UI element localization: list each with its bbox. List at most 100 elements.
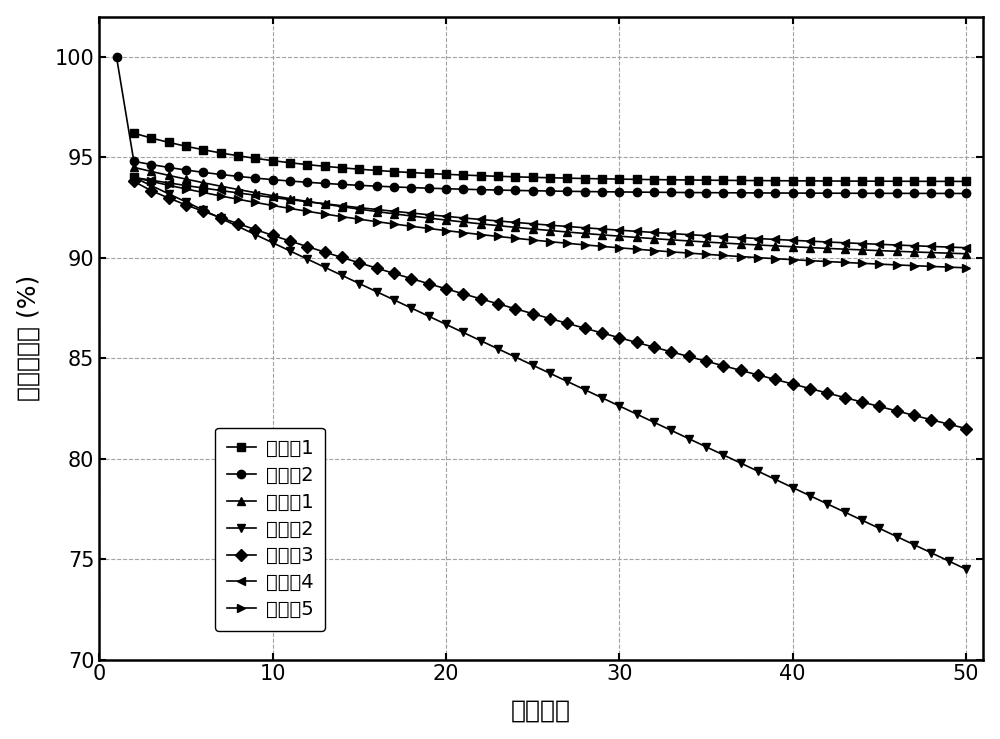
比较例3 <box>683 352 695 361</box>
比较例2 <box>631 409 643 418</box>
比较例4 <box>804 236 816 245</box>
比较例3 <box>457 290 469 299</box>
实施例1 <box>267 156 279 165</box>
比较例2 <box>353 279 365 288</box>
Line: 比较例4: 比较例4 <box>130 173 970 252</box>
比较例5 <box>215 191 227 200</box>
比较例4 <box>284 195 296 204</box>
比较例4 <box>405 208 417 217</box>
比较例5 <box>457 228 469 237</box>
比较例1 <box>665 236 677 245</box>
比较例1 <box>475 219 487 228</box>
实施例2 <box>163 163 175 172</box>
实施例1 <box>752 176 764 185</box>
比较例3 <box>163 194 175 202</box>
比较例3 <box>821 389 833 398</box>
比较例2 <box>769 475 781 484</box>
实施例1 <box>769 177 781 185</box>
实施例2 <box>665 188 677 197</box>
比较例3 <box>925 415 937 424</box>
比较例1 <box>388 209 400 218</box>
实施例1 <box>353 165 365 174</box>
实施例2 <box>319 179 331 188</box>
比较例2 <box>735 459 747 468</box>
实施例2 <box>648 188 660 197</box>
实施例1 <box>700 176 712 185</box>
比较例2 <box>457 328 469 337</box>
实施例2 <box>423 184 435 193</box>
比较例4 <box>423 211 435 219</box>
比较例2 <box>804 491 816 500</box>
比较例3 <box>717 361 729 370</box>
比较例4 <box>613 225 625 234</box>
比较例1 <box>527 225 539 234</box>
比较例5 <box>509 234 521 242</box>
比较例2 <box>423 312 435 321</box>
比较例1 <box>197 178 209 187</box>
比较例4 <box>475 215 487 224</box>
比较例5 <box>735 252 747 261</box>
比较例5 <box>440 226 452 235</box>
比较例4 <box>197 183 209 192</box>
比较例4 <box>596 225 608 234</box>
比较例2 <box>579 385 591 394</box>
比较例1 <box>544 226 556 235</box>
比较例3 <box>301 242 313 251</box>
比较例5 <box>527 236 539 245</box>
比较例2 <box>527 361 539 370</box>
比较例3 <box>215 213 227 222</box>
比较例5 <box>180 185 192 194</box>
比较例4 <box>752 234 764 243</box>
比较例5 <box>319 210 331 219</box>
比较例3 <box>336 253 348 262</box>
比较例3 <box>561 319 573 328</box>
比较例2 <box>232 222 244 231</box>
比较例4 <box>544 221 556 230</box>
实施例2 <box>769 188 781 197</box>
比较例4 <box>457 214 469 222</box>
实施例2 <box>908 189 920 198</box>
实施例1 <box>579 174 591 183</box>
比较例4 <box>683 230 695 239</box>
比较例5 <box>769 254 781 263</box>
比较例2 <box>492 344 504 353</box>
比较例1 <box>752 240 764 249</box>
比较例1 <box>717 239 729 248</box>
比较例1 <box>925 248 937 257</box>
比较例4 <box>232 188 244 197</box>
实施例2 <box>509 186 521 195</box>
实施例2 <box>683 188 695 197</box>
比较例2 <box>509 353 521 361</box>
比较例5 <box>683 248 695 257</box>
实施例2 <box>735 188 747 197</box>
实施例1 <box>925 177 937 185</box>
比较例1 <box>839 245 851 253</box>
比较例3 <box>856 398 868 406</box>
比较例2 <box>665 426 677 435</box>
比较例2 <box>145 181 157 190</box>
比较例2 <box>215 214 227 222</box>
实施例2 <box>353 181 365 190</box>
比较例4 <box>336 201 348 210</box>
实施例1 <box>821 177 833 185</box>
比较例5 <box>579 240 591 249</box>
比较例3 <box>596 329 608 338</box>
比较例4 <box>180 181 192 190</box>
比较例4 <box>631 227 643 236</box>
实施例2 <box>631 188 643 197</box>
比较例3 <box>873 402 885 411</box>
比较例4 <box>839 239 851 248</box>
比较例1 <box>163 171 175 180</box>
比较例4 <box>440 212 452 221</box>
实施例1 <box>735 176 747 185</box>
比较例5 <box>561 239 573 248</box>
比较例5 <box>873 259 885 268</box>
比较例4 <box>301 197 313 206</box>
实施例1 <box>492 172 504 181</box>
实施例1 <box>197 146 209 154</box>
实施例2 <box>544 186 556 195</box>
比较例1 <box>336 202 348 211</box>
实施例1 <box>648 175 660 184</box>
实施例2 <box>128 157 140 166</box>
比较例5 <box>197 188 209 197</box>
